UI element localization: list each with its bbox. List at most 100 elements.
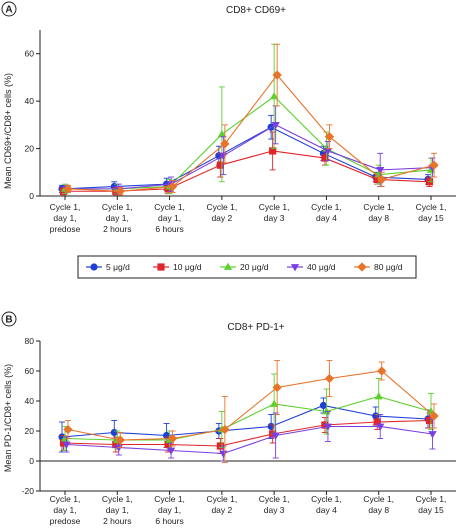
- x-tick-label: Cycle 1,: [102, 202, 133, 212]
- data-point: [376, 167, 385, 175]
- panel-label-circle: [1, 1, 17, 17]
- x-tick-label: Cycle 1,: [363, 494, 394, 504]
- panel-b: B CD8+ PD-1+ Mean PD-1/CD8+ cells (%) -2…: [1, 311, 456, 526]
- x-tick-label: predose: [50, 516, 81, 526]
- data-point: [112, 440, 120, 449]
- series-5: [63, 360, 439, 463]
- x-tick-label: Cycle 1,: [102, 494, 133, 504]
- series-line: [63, 419, 430, 447]
- data-point: [270, 399, 279, 407]
- x-tick-label: day 1,: [106, 213, 129, 223]
- x-tick-label: Cycle 1,: [311, 494, 342, 504]
- data-point: [321, 154, 329, 162]
- x-tick-label: day 1,: [158, 213, 181, 223]
- data-point: [220, 424, 230, 435]
- data-point: [114, 444, 123, 452]
- x-tick-label: Cycle 1,: [259, 494, 290, 504]
- x-tick-label: day 8: [368, 505, 389, 515]
- y-tick-label: 60: [25, 49, 35, 59]
- x-tick-label: Cycle 1,: [311, 202, 342, 212]
- series-line: [66, 124, 433, 190]
- x-tick-label: day 3: [264, 505, 285, 515]
- data-point: [270, 92, 279, 100]
- x-tick-label: 2 hours: [103, 224, 131, 234]
- data-point: [271, 432, 280, 440]
- legend-label: 80 μg/d: [374, 262, 403, 272]
- data-point: [425, 416, 434, 425]
- series-4: [62, 411, 437, 462]
- y-tick-label: 20: [25, 144, 35, 154]
- y-tick-label: 0: [29, 456, 34, 466]
- x-tick-label: Cycle 1,: [50, 494, 81, 504]
- legend-marker: [90, 263, 98, 271]
- y-tick-label: 60: [25, 366, 35, 376]
- legend-label: 40 μg/d: [307, 262, 336, 272]
- x-tick-label: day 1,: [158, 505, 181, 515]
- x-tick-label: predose: [50, 224, 81, 234]
- x-tick-label: day 1,: [53, 505, 76, 515]
- data-point: [373, 418, 381, 426]
- data-point: [272, 382, 282, 393]
- x-tick-label: Cycle 1,: [206, 202, 237, 212]
- data-point: [269, 147, 277, 155]
- data-point: [377, 174, 387, 185]
- legend-entry: 20 μg/d: [220, 262, 269, 272]
- data-point: [167, 181, 178, 192]
- data-point: [62, 441, 71, 449]
- chart-title: CD8+ CD69+: [226, 5, 286, 16]
- legend-entry: 5 μg/d: [86, 262, 130, 272]
- legend: 5 μg/d 10 μg/d 20 μg/d 40 μg/d 80 μg/d: [77, 255, 417, 279]
- y-axis-label: Mean PD-1/CD8+ cells (%): [3, 364, 13, 472]
- data-point: [272, 70, 282, 80]
- x-tick-label: Cycle 1,: [154, 202, 185, 212]
- data-point: [267, 422, 275, 431]
- x-tick-label: 2 hours: [103, 516, 131, 526]
- y-tick-label: 40: [25, 96, 35, 106]
- data-point: [429, 160, 439, 170]
- x-tick-label: day 2: [211, 213, 232, 223]
- chart-title: CD8+ PD-1+: [227, 322, 284, 333]
- data-point: [115, 435, 125, 445]
- data-point: [164, 440, 172, 449]
- y-tick-label: 20: [25, 426, 35, 436]
- x-tick-label: Cycle 1,: [206, 494, 237, 504]
- legend-label: 5 μg/d: [106, 262, 130, 272]
- data-point: [322, 407, 331, 415]
- panel-label: B: [5, 315, 12, 326]
- data-point: [63, 424, 73, 435]
- panel-label-circle: [1, 311, 17, 327]
- data-point: [324, 373, 335, 384]
- legend-marker: [223, 262, 233, 270]
- data-point: [216, 161, 224, 169]
- x-tick-label: Cycle 1,: [154, 494, 185, 504]
- series-5: [63, 43, 439, 196]
- y-tick-label: -20: [22, 486, 35, 496]
- x-tick-label: 6 hours: [155, 516, 183, 526]
- series-line: [67, 370, 435, 441]
- data-point: [219, 450, 228, 458]
- x-tick-label: day 15: [418, 213, 444, 223]
- data-point: [374, 392, 383, 400]
- legend-marker: [290, 264, 300, 272]
- y-tick-label: 40: [25, 396, 35, 406]
- legend-marker: [157, 263, 165, 271]
- legend-marker: [357, 262, 367, 272]
- legend-entry: 10 μg/d: [153, 262, 202, 272]
- x-tick-label: Cycle 1,: [259, 202, 290, 212]
- series-line: [67, 74, 435, 192]
- data-point: [110, 428, 118, 437]
- series-line: [61, 126, 429, 190]
- x-tick-label: day 1,: [106, 505, 129, 515]
- series-line: [66, 425, 433, 455]
- legend-label: 20 μg/d: [240, 262, 269, 272]
- data-point: [319, 401, 328, 410]
- data-point: [271, 121, 280, 130]
- x-tick-label: Cycle 1,: [416, 494, 447, 504]
- data-point: [219, 152, 228, 161]
- x-tick-label: day 1,: [53, 213, 76, 223]
- data-point: [376, 423, 385, 431]
- data-point: [377, 366, 387, 376]
